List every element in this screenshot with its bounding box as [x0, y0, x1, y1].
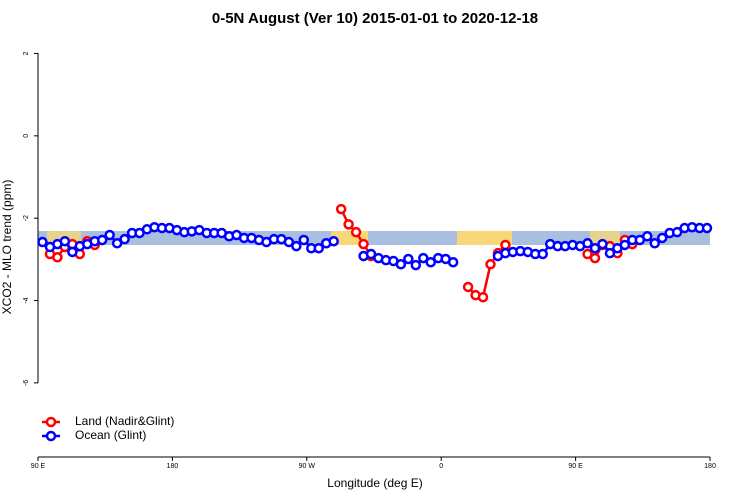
- y-tick-label: 0: [23, 134, 30, 138]
- data-point: [343, 219, 354, 230]
- data-point: [589, 252, 601, 264]
- data-point: [37, 236, 48, 248]
- data-point: [589, 242, 601, 254]
- data-point: [111, 238, 123, 249]
- data-point: [350, 226, 362, 238]
- data-point: [649, 238, 660, 249]
- y-axis-label: XCO2 - MLO trend (ppm): [0, 180, 14, 315]
- data-point: [298, 234, 310, 246]
- data-point: [410, 259, 422, 271]
- land-band: [590, 231, 620, 245]
- y-tick-label: -2: [23, 215, 30, 221]
- data-point: [485, 259, 496, 270]
- data-point: [365, 248, 377, 260]
- data-point: [604, 247, 616, 259]
- data-point: [656, 232, 668, 244]
- x-tick-label: 90 E: [31, 463, 46, 470]
- x-axis-label: Longitude (deg E): [327, 476, 422, 490]
- legend-label: Land (Nadir&Glint): [75, 414, 174, 428]
- data-point: [582, 248, 593, 260]
- y-tick-label: -6: [23, 380, 30, 386]
- x-tick-label: 0: [439, 463, 443, 470]
- data-point: [537, 248, 548, 260]
- data-point: [395, 259, 407, 270]
- data-point: [447, 256, 459, 268]
- data-point: [335, 203, 347, 215]
- x-tick-label: 180: [167, 463, 179, 470]
- data-point: [462, 281, 474, 293]
- data-point: [418, 252, 429, 264]
- data-point: [104, 229, 115, 241]
- x-tick-label: 180: [704, 463, 716, 470]
- x-tick-label: 90 W: [299, 463, 316, 470]
- data-point: [619, 239, 631, 251]
- x-tick-label: 90 E: [568, 463, 583, 470]
- land-band: [457, 231, 512, 245]
- legend-label: Ocean (Glint): [75, 428, 146, 442]
- data-point: [500, 239, 511, 251]
- data-point: [642, 231, 653, 242]
- data-point: [477, 291, 489, 303]
- y-tick-label: 2: [23, 51, 30, 55]
- y-tick-label: -4: [23, 297, 30, 303]
- data-point: [52, 252, 63, 263]
- data-point: [582, 238, 593, 249]
- data-point: [671, 226, 683, 238]
- data-point: [597, 238, 608, 250]
- legend-marker: [45, 430, 57, 442]
- legend-marker: [45, 416, 57, 428]
- data-point: [67, 246, 78, 258]
- chart-title: 0-5N August (Ver 10) 2015-01-01 to 2020-…: [212, 10, 538, 27]
- data-point: [291, 240, 302, 252]
- data-point: [328, 235, 339, 247]
- data-point: [96, 234, 108, 246]
- data-point: [403, 253, 414, 265]
- data-point: [119, 233, 130, 245]
- data-point: [425, 256, 436, 268]
- data-point: [59, 235, 71, 247]
- data-point: [701, 222, 713, 234]
- data-point: [313, 242, 324, 254]
- data-point: [358, 238, 369, 250]
- data-point: [283, 236, 295, 248]
- series: [37, 221, 713, 271]
